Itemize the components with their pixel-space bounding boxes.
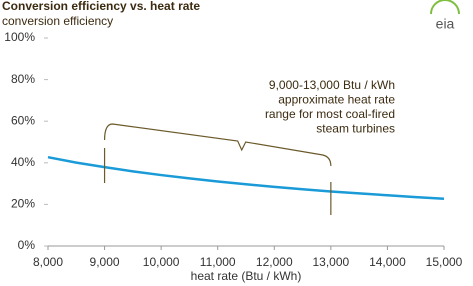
logo-arc	[430, 0, 460, 15]
y-tick-label: 40%	[11, 155, 35, 169]
x-tick-label: 11,000	[200, 255, 236, 269]
y-tick-label: 0%	[18, 238, 36, 252]
annotation-text: steam turbines	[316, 122, 395, 136]
data-line	[47, 155, 445, 201]
annotation-text: range for most coal-fired	[265, 107, 395, 121]
x-tick-label: 10,000	[143, 255, 180, 269]
x-tick-label: 8,000	[33, 255, 63, 269]
y-tick-label: 60%	[11, 113, 35, 127]
x-axis-label: heat rate (Btu / kWh)	[191, 269, 302, 283]
y-tick-label: 20%	[11, 197, 35, 211]
chart-subtitle: conversion efficiency	[2, 14, 113, 28]
annotation-text: 9,000-13,000 Btu / kWh	[269, 78, 395, 92]
x-tick-label: 12,000	[256, 255, 293, 269]
chart-title: Conversion efficiency vs. heat rate	[2, 0, 200, 13]
annotation-text: approximate heat rate	[278, 93, 395, 107]
x-tick-label: 15,000	[426, 255, 463, 269]
x-tick-label: 13,000	[313, 255, 350, 269]
x-tick-label: 9,000	[90, 255, 120, 269]
x-tick-label: 14,000	[369, 255, 406, 269]
y-tick-label: 80%	[11, 72, 35, 86]
logo: eia	[436, 16, 455, 32]
y-tick-label: 100%	[4, 30, 35, 44]
brace	[103, 123, 332, 167]
